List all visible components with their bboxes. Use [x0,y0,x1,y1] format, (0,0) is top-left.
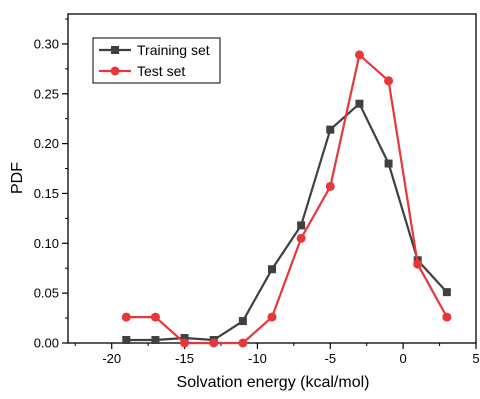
data-point [180,334,189,343]
x-tick-label: -10 [248,351,267,366]
y-tick-label: 0.20 [34,136,59,151]
legend-item: Training set [99,42,210,58]
series-layer [121,50,452,348]
legend: Training set Test set [92,37,221,84]
data-point [180,338,190,348]
axes: -20 -15 -10 -5 0 5 0.00 0.05 0.10 0.15 0.20 0.25 0.3… [34,13,480,366]
x-tick-label: 0 [400,351,407,366]
series-line [126,52,448,345]
data-point [121,312,131,322]
data-point [442,312,452,322]
y-tick-label: 0.00 [34,336,59,351]
plot-frame [67,13,477,344]
y-tick-label: 0.25 [34,86,59,101]
y-axis-label: PDF [9,162,26,194]
y-tick-label: 0.05 [34,286,59,301]
data-point [355,99,364,108]
legend-marker [111,46,119,54]
x-tick-label: -20 [102,351,121,366]
x-tick-label: 5 [472,351,479,366]
legend-box [92,37,221,84]
x-tick-label: -15 [175,351,194,366]
data-point [238,338,248,348]
data-point [297,221,306,230]
data-point [238,317,247,326]
series-group [122,99,451,345]
data-point [122,336,131,345]
legend-item: Test set [99,63,185,79]
data-point [442,288,451,297]
y-tick-label: 0.10 [34,236,59,251]
data-point [384,159,393,168]
data-point [151,336,160,345]
legend-marker [110,66,120,76]
series-group [121,50,452,348]
data-point [296,233,306,243]
legend-label: Test set [137,63,185,79]
data-point [268,265,276,274]
data-point [267,312,277,322]
data-point [384,76,394,86]
data-point [413,259,423,269]
x-tick-label: -5 [325,351,337,366]
data-point [150,312,160,322]
data-point [326,125,335,134]
data-point [325,181,335,191]
data-point [209,338,219,348]
x-axis-label: Solvation energy (kcal/mol) [177,374,370,391]
y-tick-label: 0.30 [34,36,59,51]
legend-label: Training set [137,42,210,58]
data-point [354,50,364,60]
y-tick-label: 0.15 [34,186,59,201]
